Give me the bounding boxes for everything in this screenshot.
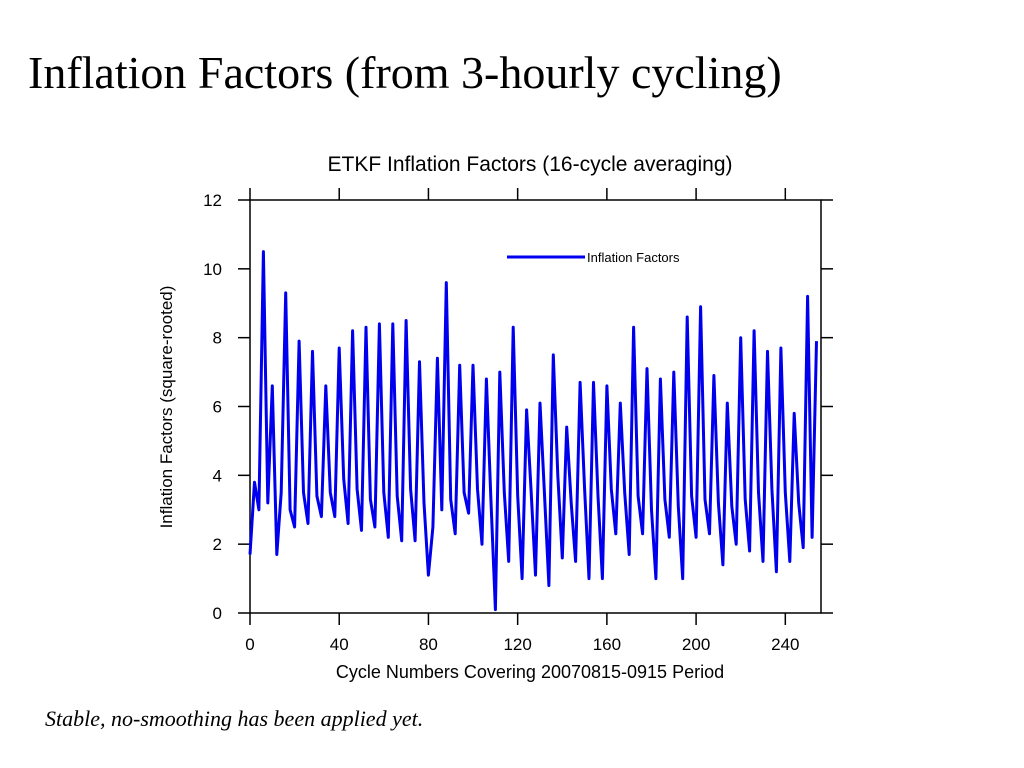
x-tick-label: 40 xyxy=(330,635,349,654)
slide-title: Inflation Factors (from 3-hourly cycling… xyxy=(28,47,782,98)
y-tick-label: 10 xyxy=(203,260,222,279)
x-tick-label: 0 xyxy=(245,635,254,654)
y-tick-label: 8 xyxy=(213,329,222,348)
y-tick-label: 12 xyxy=(203,191,222,210)
x-axis-label: Cycle Numbers Covering 20070815-0915 Per… xyxy=(336,662,724,682)
x-tick-label: 120 xyxy=(503,635,531,654)
y-tick-label: 0 xyxy=(213,604,222,623)
y-tick-label: 6 xyxy=(213,398,222,417)
x-tick-label: 80 xyxy=(419,635,438,654)
chart-title: ETKF Inflation Factors (16-cycle averagi… xyxy=(328,153,733,176)
x-tick-label: 160 xyxy=(593,635,621,654)
x-tick-label: 200 xyxy=(682,635,710,654)
y-tick-label: 2 xyxy=(213,535,222,554)
caption: Stable, no-smoothing has been applied ye… xyxy=(45,706,423,731)
y-axis-label: Inflation Factors (square-rooted) xyxy=(157,286,176,529)
legend-label: Inflation Factors xyxy=(587,250,680,265)
data-line xyxy=(248,250,818,612)
y-tick-label: 4 xyxy=(213,466,222,485)
x-tick-label: 240 xyxy=(771,635,799,654)
